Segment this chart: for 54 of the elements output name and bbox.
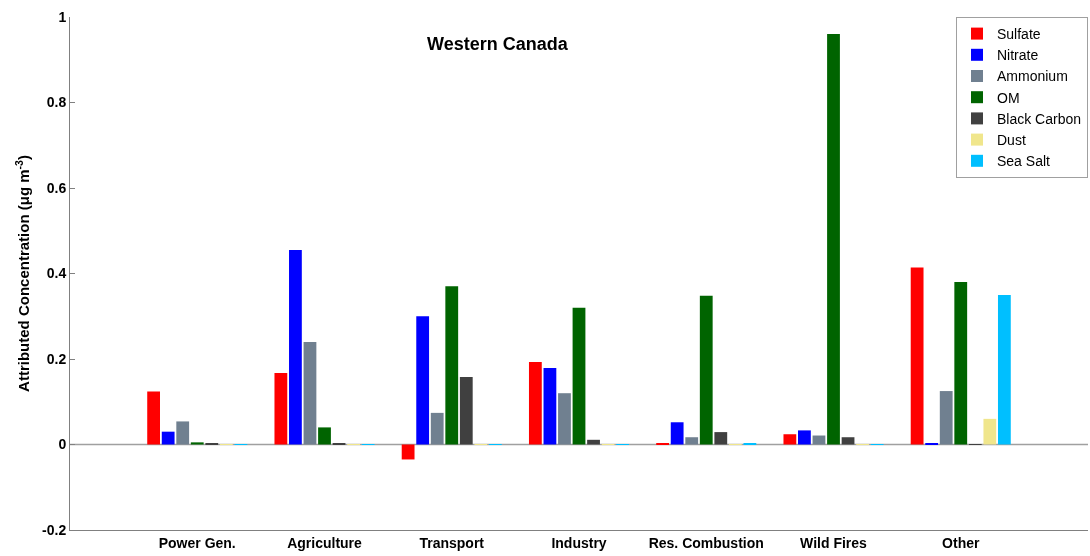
bar [827,34,840,445]
bar [289,249,302,445]
y-tick-label: 0.4 [46,265,67,282]
text: Western Canada [427,34,569,54]
bar [303,341,317,445]
bar [798,430,811,445]
bar [274,373,288,445]
bar [528,361,542,445]
legend-label: OM [997,89,1020,106]
x-tick-label: Industry [551,534,607,551]
bar [445,286,459,445]
bar [572,307,586,445]
x-tick-label: Agriculture [287,534,363,551]
bar [161,431,175,445]
y-tick-label: 0.6 [46,179,67,196]
bar [558,393,571,445]
bar [997,294,1011,445]
x-tick-label: Transport [419,534,485,551]
bar [401,444,415,460]
bar [176,421,190,445]
bar [670,422,684,445]
legend-label: Nitrate [997,47,1039,64]
bar [910,267,924,445]
bar [587,439,600,445]
x-tick-label: Power Gen. [158,534,236,551]
bar [430,412,444,445]
bar [699,295,713,445]
bar [416,316,430,445]
bar [983,418,997,445]
bar [318,427,331,445]
bar [841,437,855,445]
legend-label: Sea Salt [997,153,1051,170]
legend-label: Dust [997,132,1026,149]
bar [459,376,473,445]
bar [939,391,953,445]
legend-label: Ammonium [997,68,1068,85]
y-tick-label: 1 [58,8,67,25]
legend-label: Sulfate [997,26,1041,43]
y-tick-label: 0 [58,436,67,453]
y-tick-label: 0.2 [46,350,67,367]
bar [685,437,699,445]
bar [147,391,161,445]
bar [190,442,204,445]
bar [954,282,968,445]
bar [714,432,728,445]
legend-label: Black Carbon [997,110,1082,127]
x-tick-label: Wild Fires [800,534,868,551]
bar [783,434,797,445]
y-tick-label: -0.2 [42,521,67,538]
bar [543,367,557,445]
bar [812,435,826,445]
x-tick-label: Other [942,534,980,551]
y-tick-label: 0.8 [46,94,67,111]
x-tick-label: Res. Combustion [648,534,764,551]
